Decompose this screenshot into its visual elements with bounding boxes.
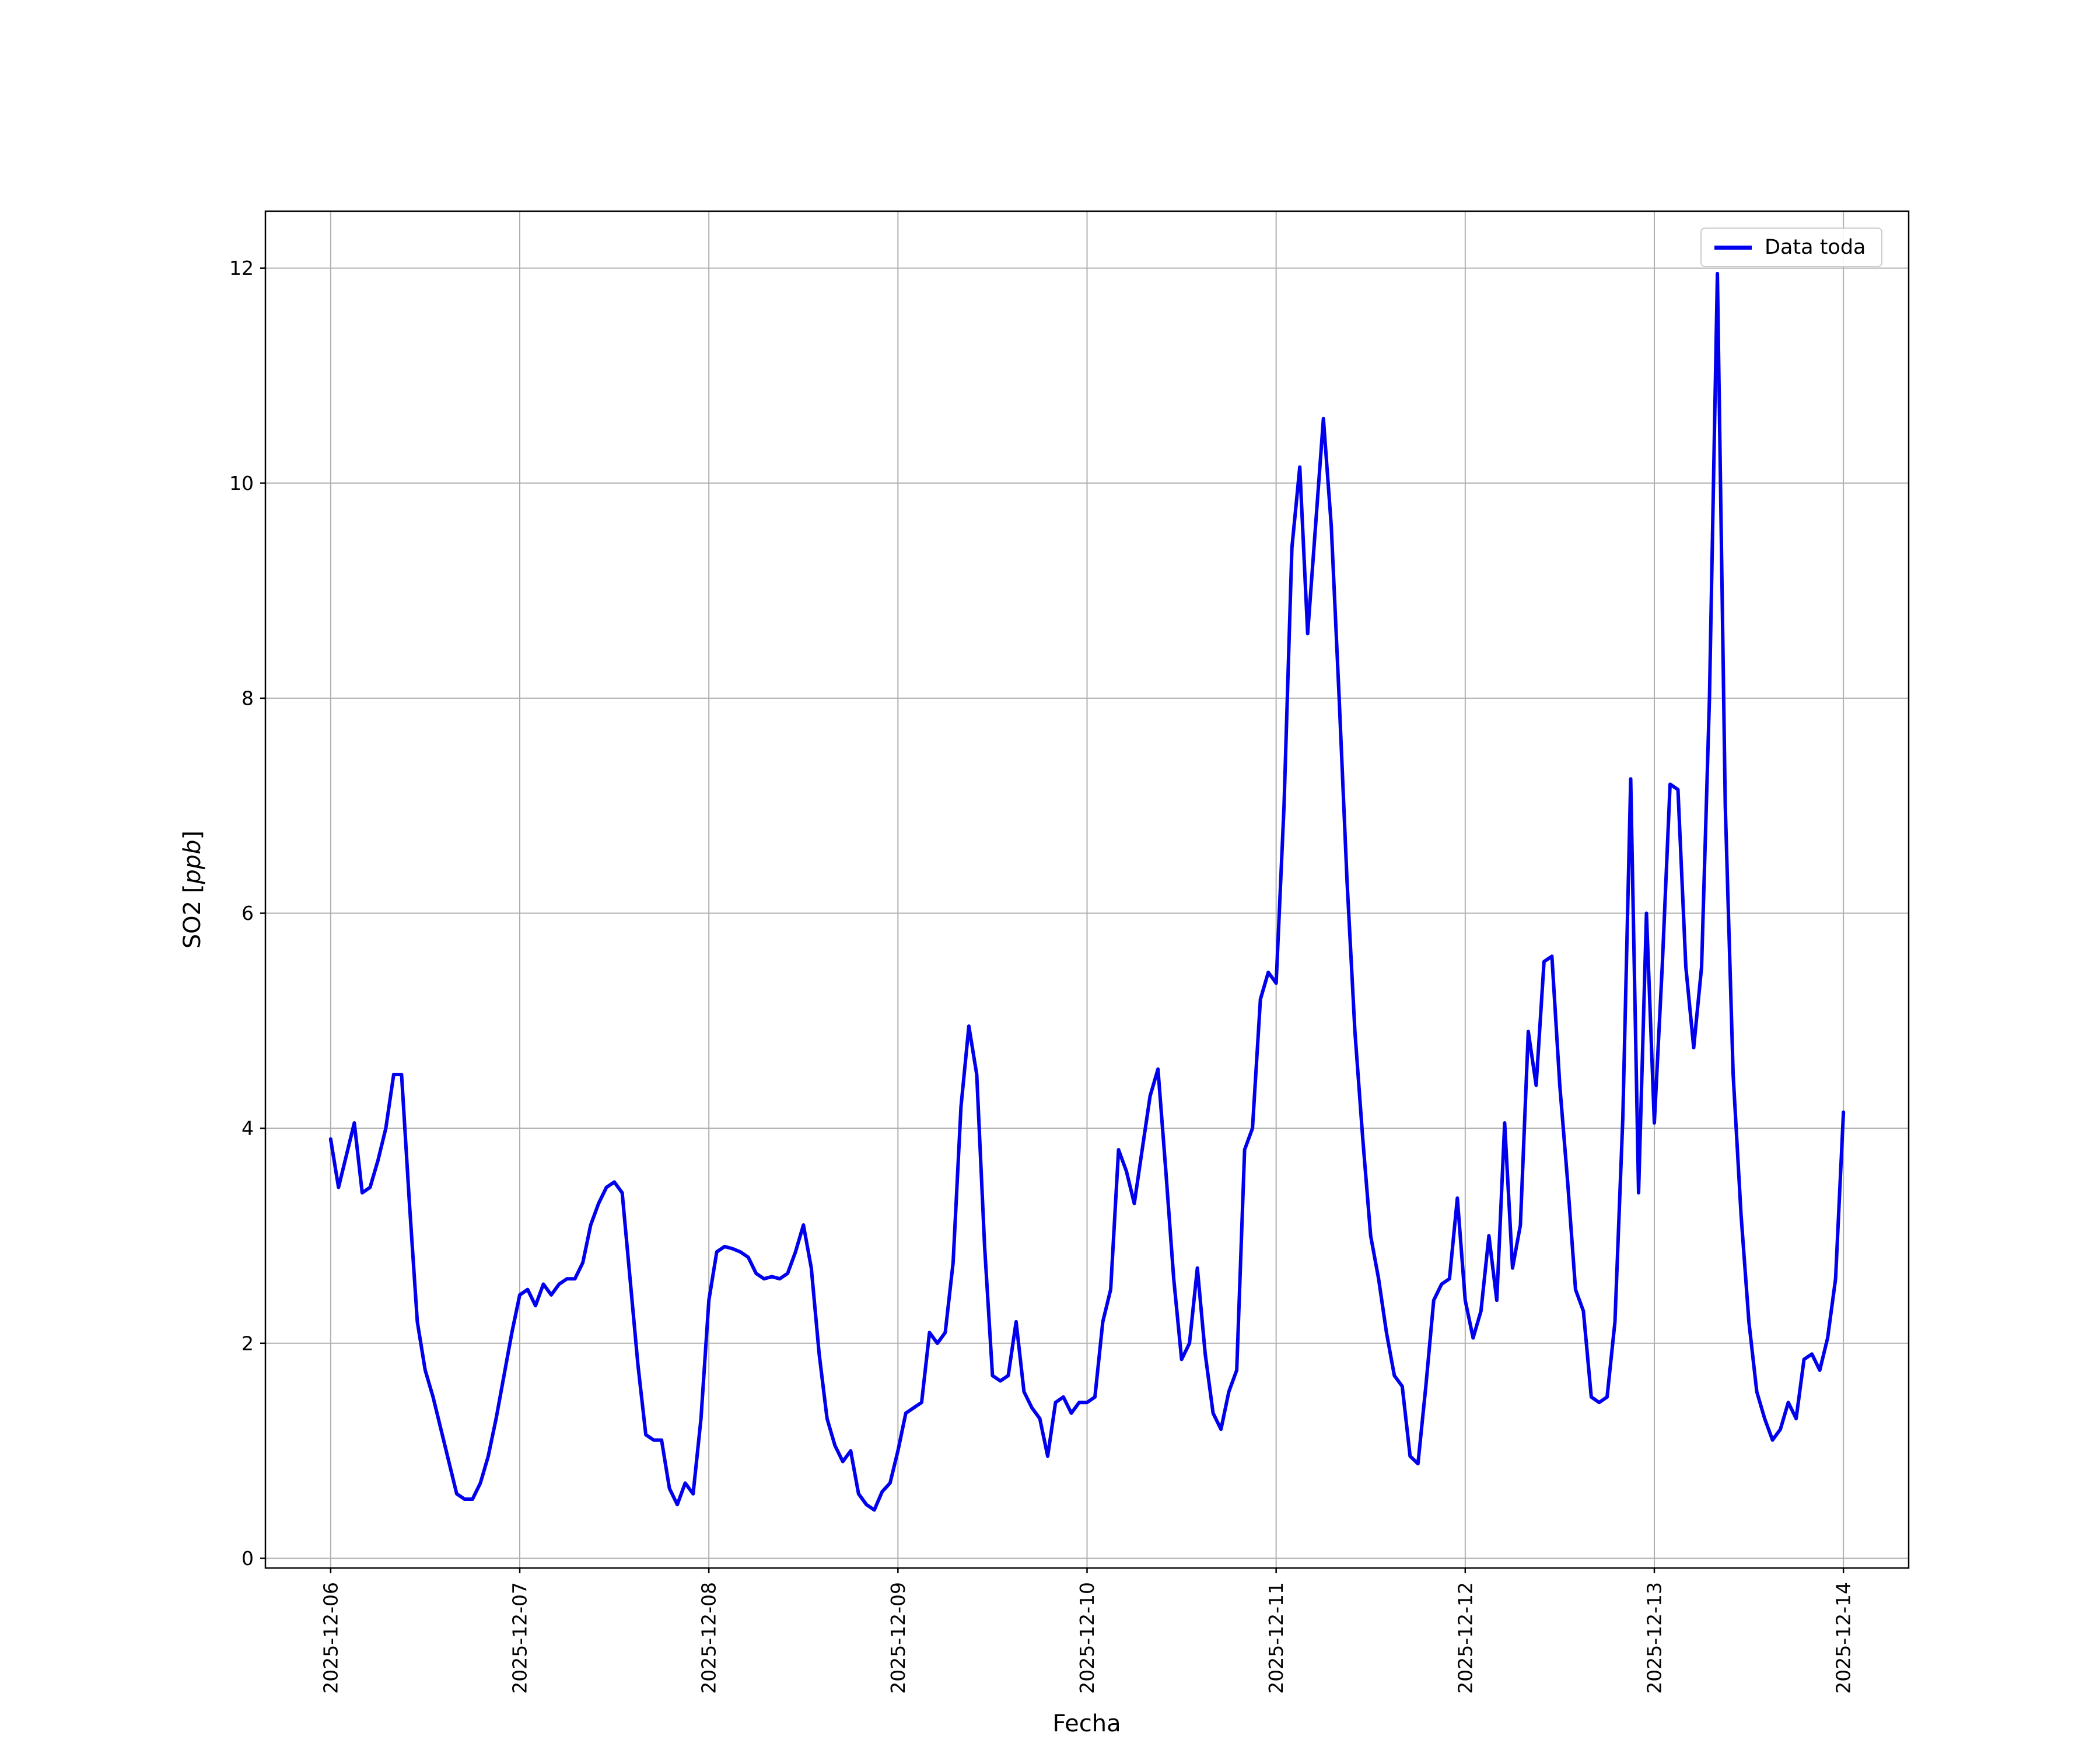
x-tick-label: 2025-12-13 <box>1643 1582 1665 1694</box>
data-series-line <box>328 271 1846 1512</box>
x-tick-label: 2025-12-14 <box>1832 1582 1855 1694</box>
y-axis-label-units: ppb <box>179 839 206 884</box>
y-axis-label: SO2 [ppb] <box>179 831 206 949</box>
x-tick-label: 2025-12-08 <box>698 1582 720 1694</box>
legend: Data toda <box>1700 228 1882 267</box>
x-tick-label: 2025-12-07 <box>509 1582 531 1694</box>
y-axis-label-prefix: SO2 [ <box>179 884 206 949</box>
x-axis-label: Fecha <box>1052 1710 1121 1737</box>
y-tick-label: 12 <box>229 257 254 279</box>
x-tick-label: 2025-12-10 <box>1076 1582 1098 1694</box>
y-tick-label: 6 <box>242 902 254 925</box>
y-tick-label: 8 <box>242 687 254 709</box>
y-tick-label: 2 <box>242 1332 254 1354</box>
y-tick-label: 10 <box>229 472 254 495</box>
x-tick-label: 2025-12-09 <box>887 1582 909 1694</box>
legend-label: Data toda <box>1765 236 1866 259</box>
y-tick-label: 4 <box>242 1117 254 1140</box>
x-tick-label: 2025-12-06 <box>319 1582 342 1694</box>
y-tick-label: 0 <box>242 1547 254 1570</box>
x-tick-label: 2025-12-11 <box>1265 1582 1287 1694</box>
y-axis-label-suffix: ] <box>179 830 206 840</box>
legend-line-sample <box>1714 245 1752 250</box>
x-tick-label: 2025-12-12 <box>1454 1582 1476 1694</box>
